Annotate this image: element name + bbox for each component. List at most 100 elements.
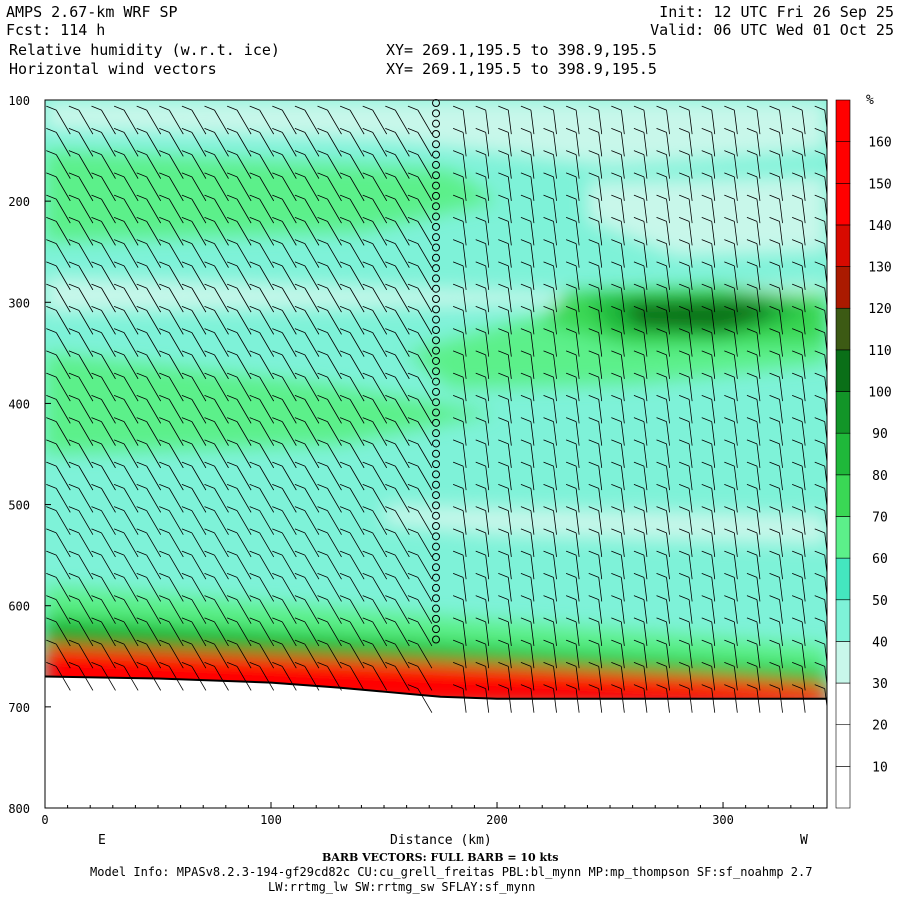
wind-barb-flag [746,639,758,645]
wind-barb [575,443,580,468]
wind-barb-flag [91,217,102,222]
wind-barb-flag [611,550,622,556]
wind-barb-flag [385,506,396,512]
wind-barb-flag [588,439,599,445]
wind-barb-flag [136,550,147,556]
x-tick-label: 300 [712,813,734,827]
wind-barb-flag [204,395,215,400]
wind-barb-flag [272,573,283,578]
wind-barb-flag [226,306,238,311]
wind-barb-flag [407,328,419,333]
wind-barb [146,510,162,535]
wind-barb [168,354,184,380]
station-marker [432,542,440,551]
wind-barb [259,354,275,380]
wind-barb-flag [588,573,599,578]
wind-barb-flag [91,439,102,445]
wind-barb-flag [520,550,532,556]
wind-barb [259,376,275,402]
wind-barb-flag [407,506,419,512]
wind-barb-flag [814,617,825,623]
wind-barb [507,132,512,157]
station-marker [432,552,440,561]
wind-barb [824,132,827,154]
wind-barb [236,109,252,135]
wind-barb-flag [814,461,825,467]
wind-barb [733,354,738,379]
wind-barb-flag [475,528,486,534]
wind-barb-flag [701,239,712,244]
wind-barb [507,421,512,446]
wind-barb-flag [91,105,102,111]
wind-barb [575,666,580,691]
wind-barb-flag [362,617,373,623]
wind-barb-flag [204,506,215,512]
wind-barb [168,465,184,491]
wind-barb [575,354,580,379]
wind-barb-flag [543,617,554,623]
wind-barb-flag [520,372,532,378]
wind-barb [507,532,512,557]
wind-barb-flag [611,417,622,423]
wind-barb-flag [204,417,215,423]
wind-barb [214,310,229,335]
wind-barb-flag [588,328,599,333]
wind-barb [327,666,342,691]
wind-barb [146,354,162,380]
wind-barb [146,198,162,224]
wind-barb-flag [588,150,599,155]
wind-barb [372,154,388,179]
wind-barb [688,310,693,335]
wind-barb-flag [181,172,193,178]
wind-barb-flag [791,150,803,155]
wind-barb-flag [339,439,351,445]
wind-barb-flag [204,150,215,155]
wind-barb [372,421,388,446]
station-marker [432,377,440,386]
wind-barb [553,265,557,290]
wind-barb [146,109,162,135]
wind-barb [530,599,535,624]
wind-barb [214,465,229,491]
wind-barb-flag [204,617,215,623]
wind-barb [553,621,557,646]
wind-barb [801,110,806,135]
wind-barb [598,221,603,246]
wind-barb-flag [656,217,667,222]
wind-barb [620,310,625,335]
wind-barb [304,443,320,469]
wind-barb-flag [452,395,464,400]
station-marker [432,522,440,531]
wind-barb [801,132,806,157]
wind-barb [485,199,490,224]
wind-barb [553,510,557,535]
station-marker [432,398,440,407]
wind-barb [168,577,184,602]
wind-barb-flag [678,239,690,244]
wind-barb [779,443,783,468]
wind-barb-flag [68,417,80,423]
wind-barb [281,599,297,624]
wind-barb-flag [294,573,306,578]
wind-barb [666,621,670,646]
wind-barb [78,577,94,602]
wind-barb-flag [452,684,464,690]
wind-barb-flag [543,461,554,467]
wind-barb [349,221,365,246]
wind-barb-flag [520,684,532,690]
station-marker [432,119,440,128]
wind-barb-flag [656,439,667,445]
wind-barb-flag [272,306,283,311]
wind-barb [101,332,116,357]
wind-barb-flag [226,239,238,244]
wind-barb [688,421,693,446]
wind-barb-flag [701,261,712,267]
wind-barb [643,399,648,424]
wind-barb-flag [407,194,419,200]
wind-barb-flag [362,395,373,400]
wind-barb [688,466,693,491]
wind-barb-flag [746,573,758,578]
wind-barb-flag [656,150,667,155]
wind-barb [236,310,252,335]
wind-barb-flag [611,617,622,623]
